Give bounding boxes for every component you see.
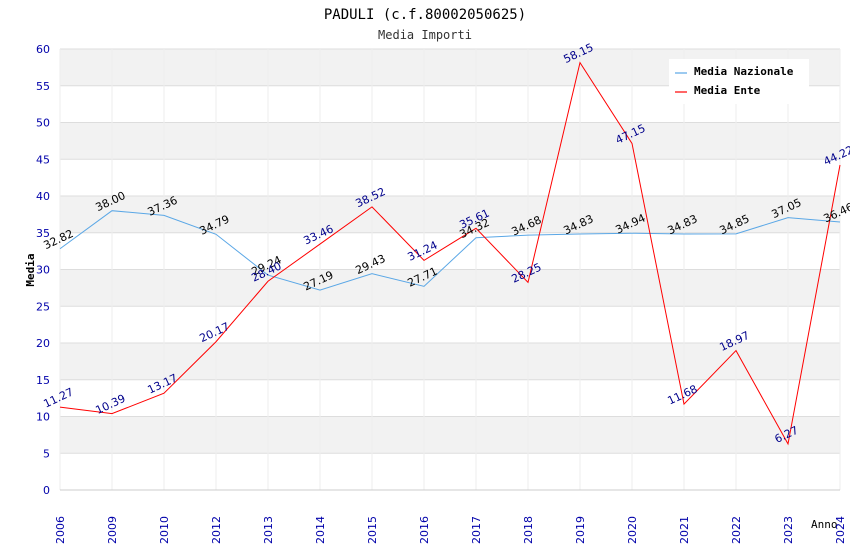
grid-band [60, 269, 840, 307]
x-axis-label: Anno [811, 518, 838, 531]
grid-band [60, 122, 840, 160]
y-ticks: 0 5 10 15 20 25 30 35 40 45 50 55 60 [36, 43, 50, 497]
y-tick-label: 25 [36, 300, 50, 313]
y-tick-label: 15 [36, 374, 50, 387]
x-tick-label: 2019 [574, 516, 587, 544]
chart-title: PADULI (c.f.80002050625) [324, 7, 526, 23]
y-tick-label: 40 [36, 190, 50, 203]
legend-label-nazionale: Media Nazionale [694, 65, 794, 78]
y-tick-label: 60 [36, 43, 50, 56]
series-line-media-ente [59, 61, 841, 446]
grid-band [60, 416, 840, 454]
x-ticks: 2006 2009 2010 2012 2013 2014 2015 2016 2017 2018… [54, 516, 847, 544]
series-lines [59, 61, 841, 446]
y-tick-label: 55 [36, 80, 50, 93]
x-tick-label: 2006 [54, 516, 67, 544]
data-label: 11.27 [41, 385, 75, 410]
y-tick-label: 50 [36, 117, 50, 130]
x-tick-label: 2014 [314, 516, 327, 544]
grid-band [60, 196, 840, 233]
grid-bands [60, 49, 840, 454]
y-tick-label: 5 [43, 447, 50, 460]
x-tick-label: 2015 [366, 516, 379, 544]
x-tick-label: 2023 [782, 516, 795, 544]
data-label: 11.68 [665, 382, 699, 407]
chart-subtitle: Media Importi [378, 28, 472, 42]
x-tick-label: 2024 [834, 516, 847, 544]
x-tick-label: 2020 [626, 516, 639, 544]
x-tick-label: 2022 [730, 516, 743, 544]
x-tick-label: 2009 [106, 516, 119, 544]
y-tick-label: 45 [36, 153, 50, 166]
data-label: 31.24 [405, 239, 439, 264]
y-axis-label: Media [24, 253, 37, 286]
x-tick-label: 2012 [210, 516, 223, 544]
y-tick-label: 30 [36, 264, 50, 277]
data-label: 20.17 [197, 320, 231, 345]
y-tick-label: 10 [36, 411, 50, 424]
x-tick-label: 2016 [418, 516, 431, 544]
y-tick-label: 35 [36, 227, 50, 240]
x-tick-label: 2017 [470, 516, 483, 544]
grid-band [60, 343, 840, 380]
legend-box [669, 59, 809, 104]
x-tick-label: 2013 [262, 516, 275, 544]
legend: Media Nazionale Media Ente [669, 59, 809, 104]
x-tick-label: 2018 [522, 516, 535, 544]
gridlines [59, 48, 841, 491]
y-tick-label: 0 [43, 484, 50, 497]
x-tick-label: 2010 [158, 516, 171, 544]
series-line-media-nazionale [59, 210, 841, 291]
y-tick-label: 20 [36, 337, 50, 350]
x-tick-label: 2021 [678, 516, 691, 544]
legend-label-ente: Media Ente [694, 84, 761, 97]
